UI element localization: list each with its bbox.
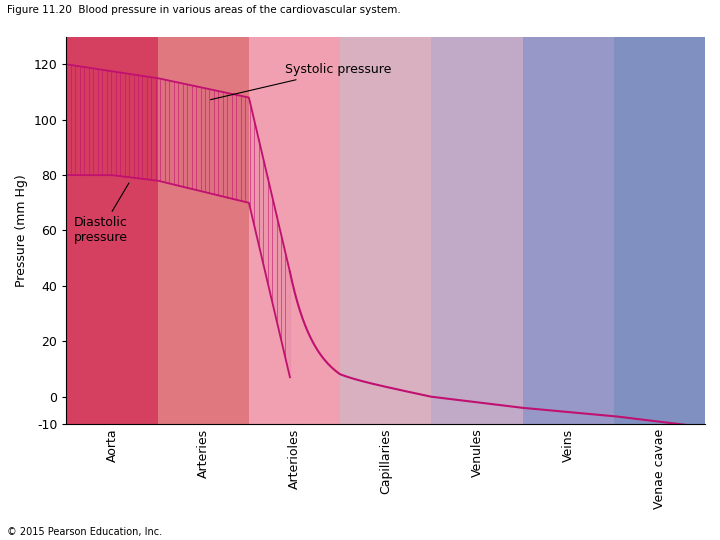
Bar [431,37,523,424]
Bar [66,37,158,424]
Bar [613,37,705,424]
Text: Diastolic
pressure: Diastolic pressure [73,183,129,245]
Bar [158,37,249,424]
Text: Figure 11.20  Blood pressure in various areas of the cardiovascular system.: Figure 11.20 Blood pressure in various a… [7,5,401,16]
Text: © 2015 Pearson Education, Inc.: © 2015 Pearson Education, Inc. [7,527,162,537]
Bar [523,37,613,424]
Bar [249,37,340,424]
Text: Systolic pressure: Systolic pressure [210,63,392,100]
Y-axis label: Pressure (mm Hg): Pressure (mm Hg) [15,174,28,287]
Bar [340,37,431,424]
